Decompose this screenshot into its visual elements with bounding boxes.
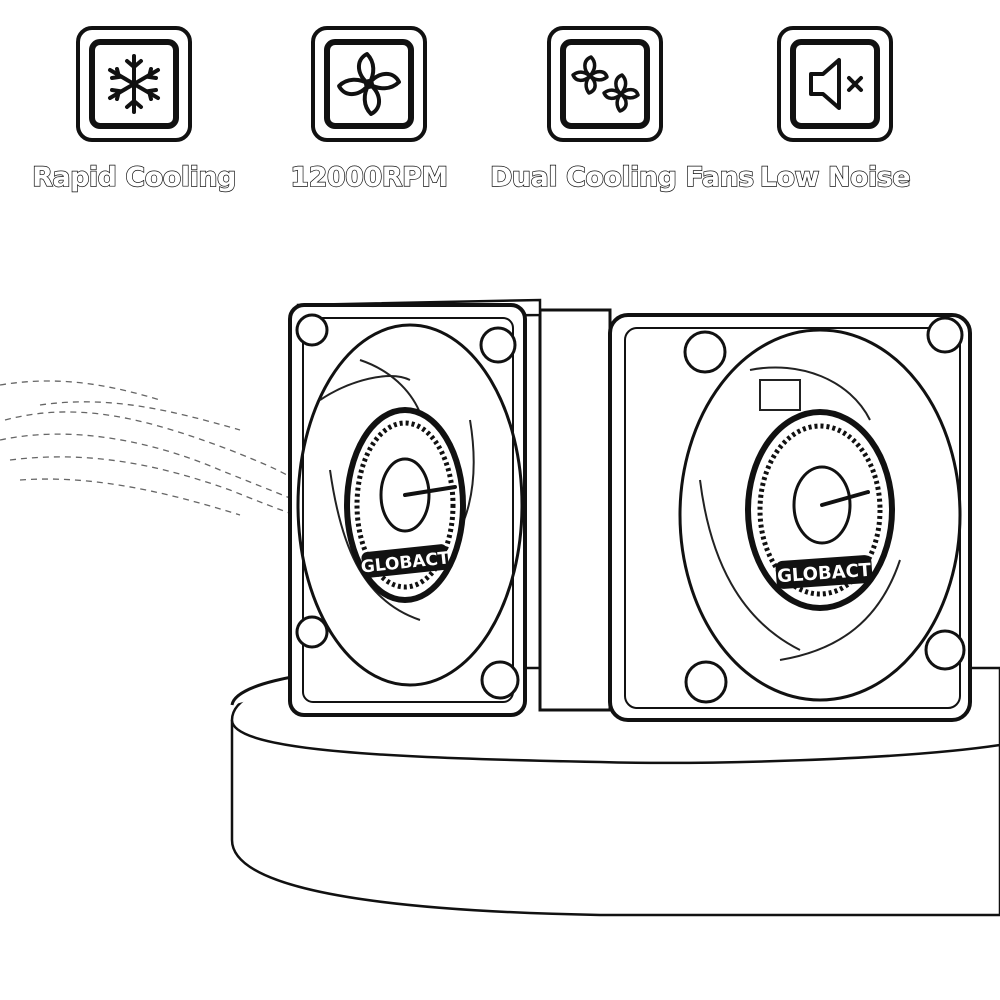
feature-low-noise: Low Noise: [720, 24, 950, 194]
feature-label: Dual Cooling Fans: [489, 161, 755, 193]
feature-label: Low Noise: [759, 161, 911, 193]
feature-bar: Rapid Cooling 12000RPM: [0, 0, 1000, 210]
feature-rpm: 12000RPM: [254, 24, 484, 194]
feature-rapid-cooling: Rapid Cooling: [19, 24, 249, 194]
product-photo: GLOBACT GLOBACT: [0, 298, 1000, 917]
fan-left: GLOBACT: [288, 298, 612, 717]
fan-right: GLOBACT: [608, 313, 972, 722]
feature-label: Rapid Cooling: [31, 161, 237, 193]
feature-label: 12000RPM: [290, 161, 449, 193]
snowflake-icon: [76, 26, 192, 142]
dual-fan-icon: [547, 26, 663, 142]
mute-icon: [777, 26, 893, 142]
feature-dual-fans: Dual Cooling Fans: [489, 24, 755, 194]
fan-icon: [311, 26, 427, 142]
airflow-lines: [0, 380, 296, 516]
